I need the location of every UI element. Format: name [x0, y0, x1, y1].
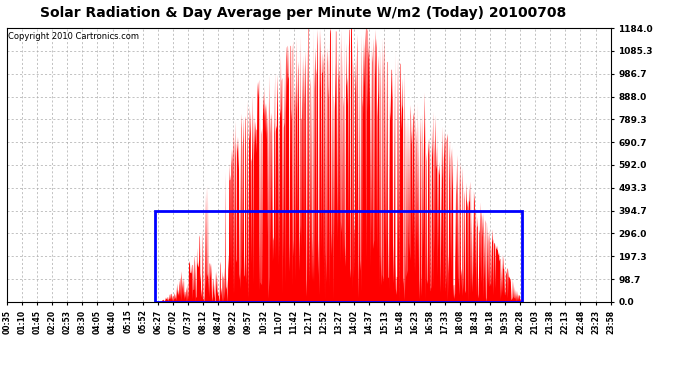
Text: Copyright 2010 Cartronics.com: Copyright 2010 Cartronics.com: [8, 32, 139, 41]
Bar: [155, 211, 522, 302]
Text: Solar Radiation & Day Average per Minute W/m2 (Today) 20100708: Solar Radiation & Day Average per Minute…: [41, 6, 566, 20]
